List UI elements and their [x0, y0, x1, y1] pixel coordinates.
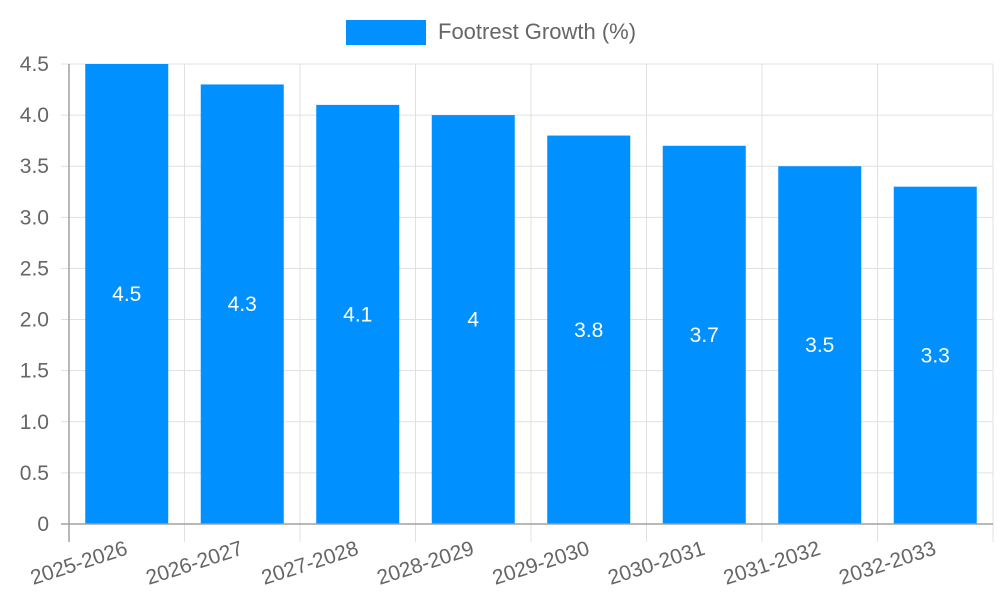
y-tick-label: 2.5	[20, 257, 49, 280]
y-axis-ticks: 0 0.5 1.0 1.5 2.0 2.5 3.0 3.5 4.0 4.5	[20, 53, 49, 536]
x-tick-label: 2030-2031	[605, 537, 708, 590]
bar-2029-2030[interactable]	[547, 135, 631, 525]
y-tick-label: 4.0	[20, 104, 49, 127]
y-tick-label: 0.5	[20, 462, 49, 485]
axes	[61, 64, 993, 542]
bar-value-label: 4.5	[112, 283, 141, 306]
y-tick-label: 3.5	[20, 155, 49, 178]
bar-value-label: 3.8	[574, 319, 603, 342]
legend-label: Footrest Growth (%)	[438, 19, 637, 44]
y-tick-label: 1.0	[20, 411, 49, 434]
bar-value-label: 4	[467, 309, 479, 332]
bar-2030-2031[interactable]	[662, 145, 746, 524]
y-tick-label: 1.5	[20, 360, 49, 383]
bar-2032-2033[interactable]	[893, 186, 977, 524]
x-tick-label: 2027-2028	[259, 537, 362, 590]
y-tick-label: 4.5	[20, 53, 49, 76]
bar-value-label: 4.1	[343, 303, 372, 326]
bar-2031-2032[interactable]	[778, 166, 862, 524]
x-tick-label: 2031-2032	[721, 537, 824, 590]
bar-2027-2028[interactable]	[316, 104, 400, 524]
bar-value-label: 3.5	[805, 334, 834, 357]
x-tick-label: 2028-2029	[374, 537, 477, 590]
chart-legend[interactable]: Footrest Growth (%)	[346, 19, 636, 45]
bar-2028-2029[interactable]	[431, 115, 515, 524]
bar-value-label: 3.7	[690, 324, 719, 347]
bar-value-label: 4.3	[228, 293, 257, 316]
bar-2026-2027[interactable]	[200, 84, 284, 524]
x-tick-label: 2025-2026	[28, 537, 131, 590]
bar-value-label: 3.3	[921, 344, 950, 367]
y-tick-label: 3.0	[20, 206, 49, 229]
y-tick-label: 0	[37, 513, 49, 536]
x-tick-label: 2029-2030	[490, 537, 593, 590]
x-axis-ticks: 2025-2026 2026-2027 2027-2028 2028-2029 2029…	[28, 537, 939, 590]
bar-2025-2026[interactable]	[85, 64, 169, 524]
x-tick-label: 2032-2033	[836, 537, 939, 590]
bars: 4.5 4.3 4.1 4 3.8 3.7 3.5 3.3	[85, 64, 977, 525]
legend-swatch	[346, 19, 426, 45]
y-tick-label: 2.0	[20, 309, 49, 332]
x-tick-label: 2026-2027	[143, 537, 246, 590]
